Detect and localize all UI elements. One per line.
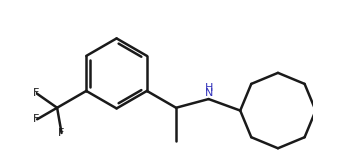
Text: F: F — [58, 128, 65, 138]
Text: F: F — [32, 114, 39, 124]
Text: F: F — [33, 88, 39, 98]
Text: N: N — [205, 88, 213, 98]
Text: H: H — [205, 83, 213, 93]
